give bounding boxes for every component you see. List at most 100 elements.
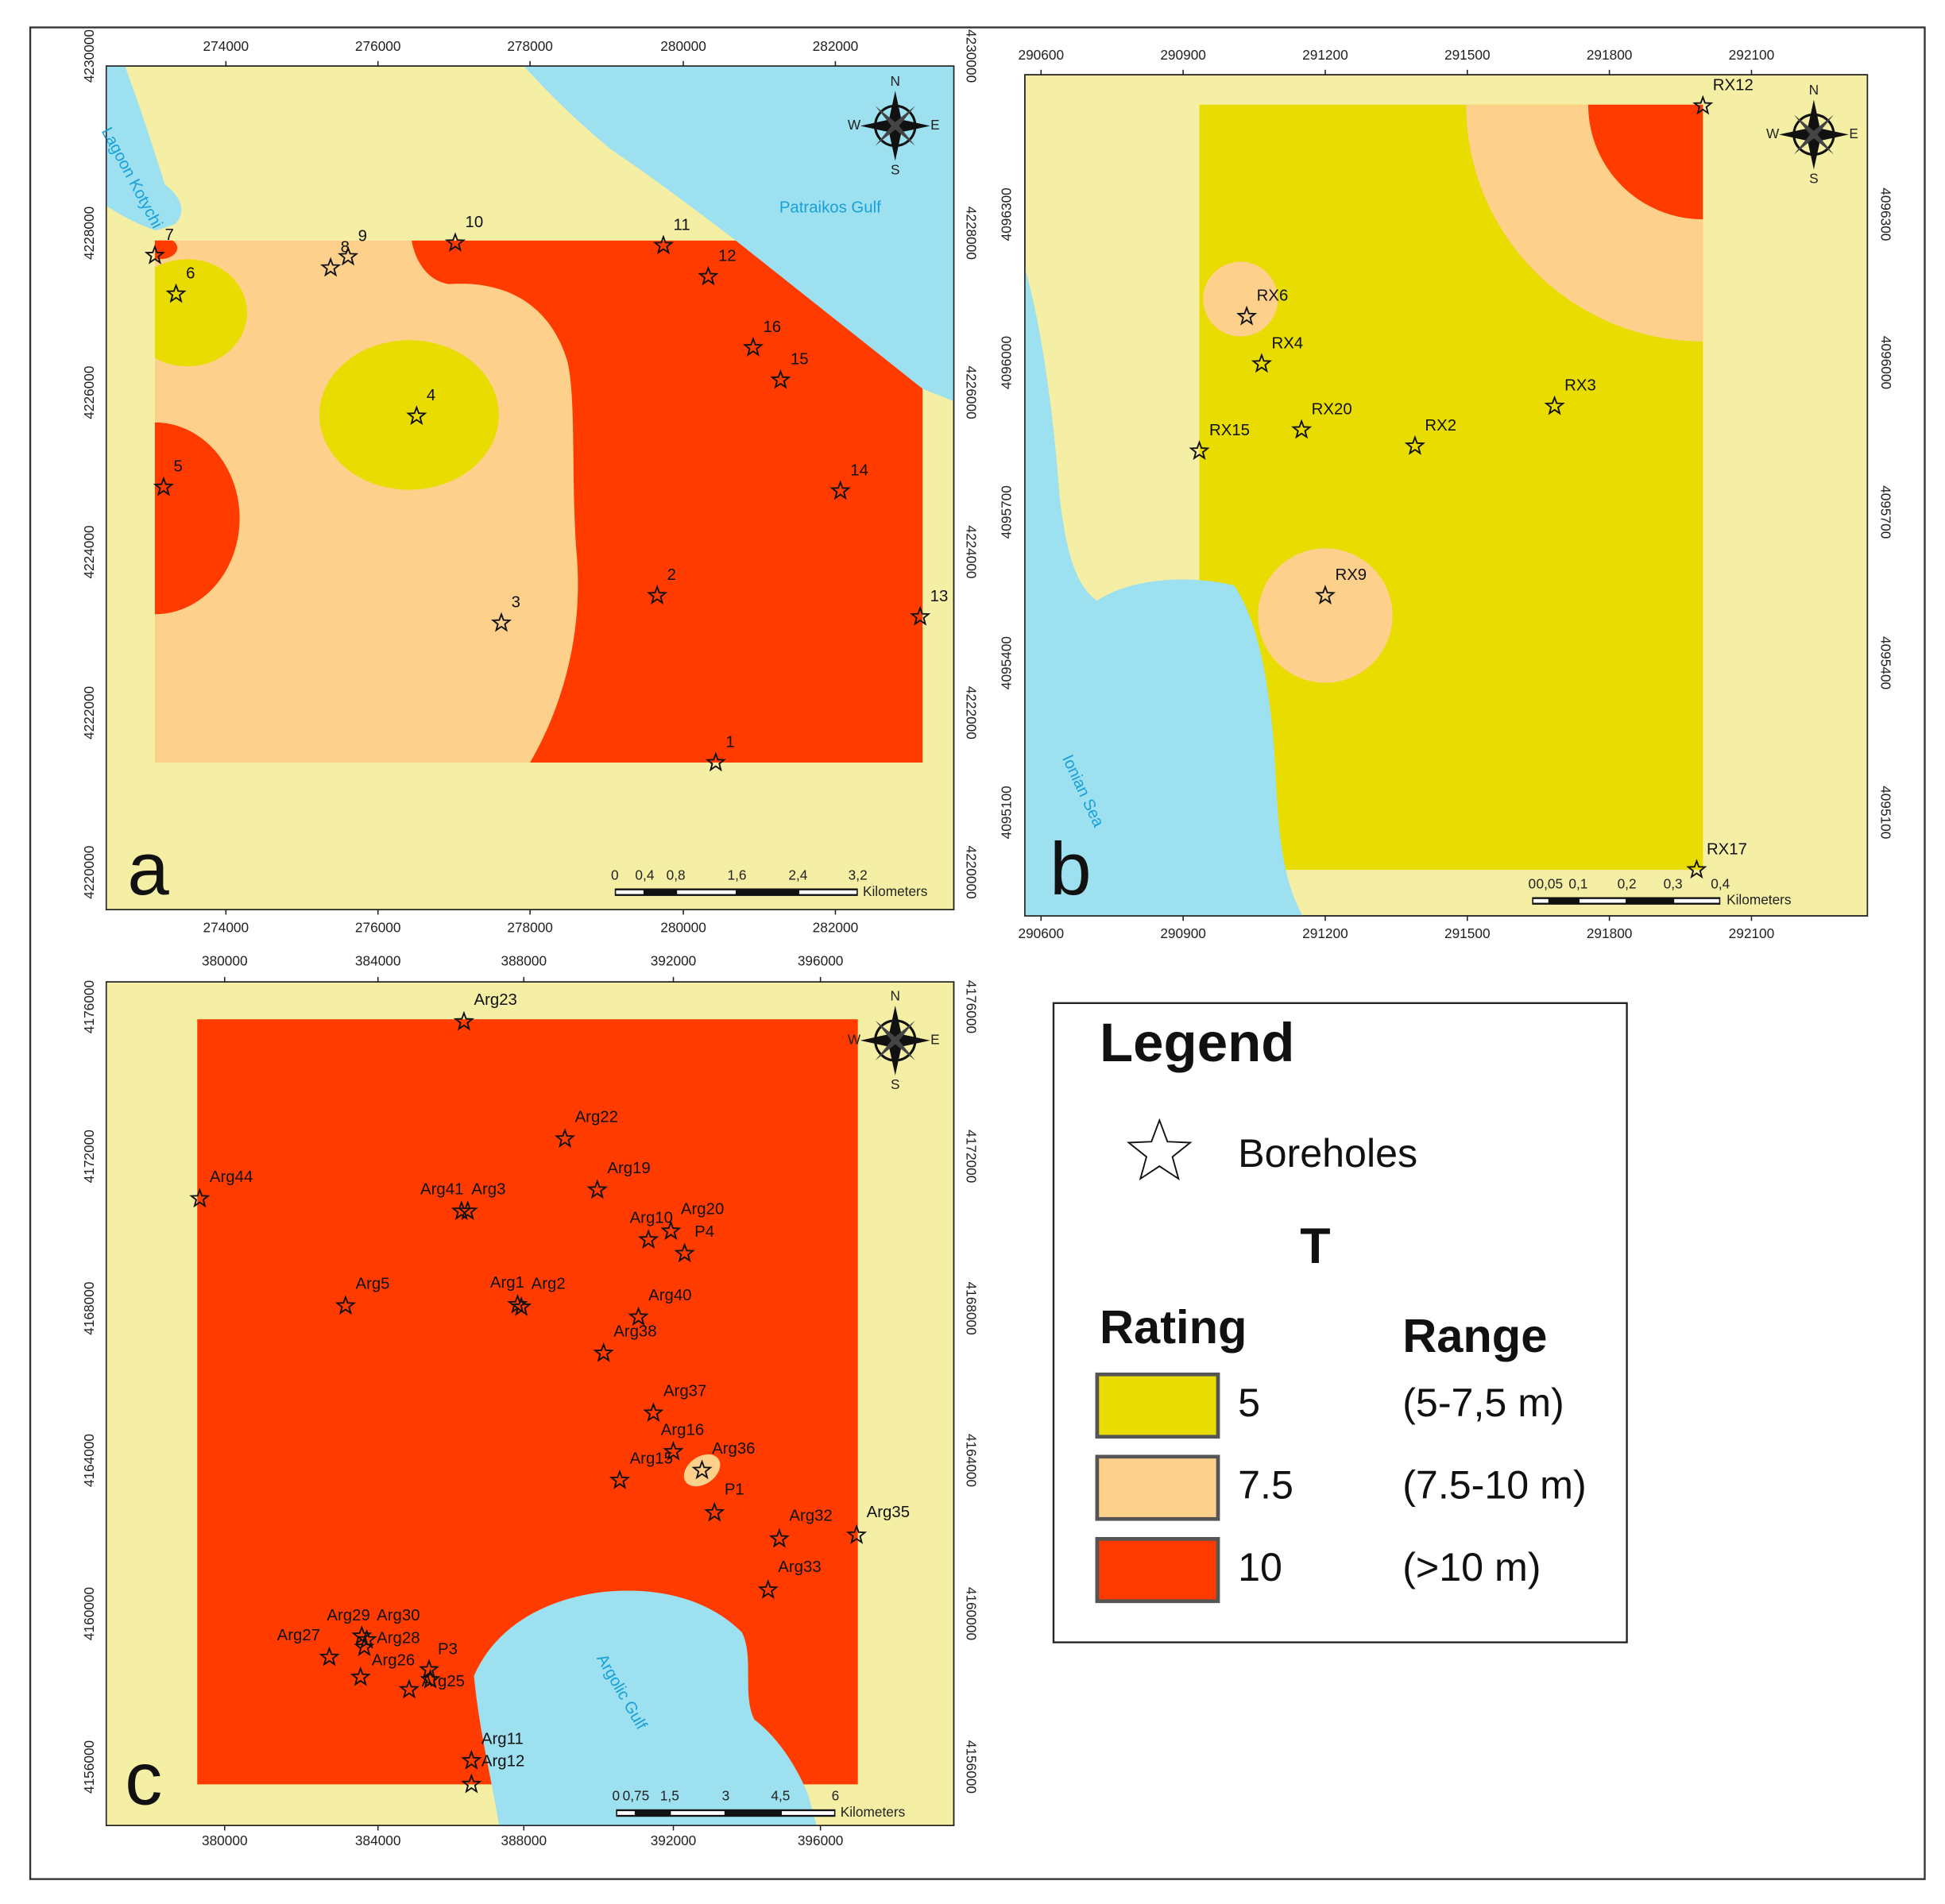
y-tick-label: 4172000	[963, 1130, 979, 1183]
legend-swatch	[1095, 1372, 1220, 1439]
panel-letter: a	[127, 827, 169, 910]
borehole-label: Arg40	[648, 1287, 691, 1304]
compass: N S E W	[848, 988, 940, 1092]
scale-bar	[1532, 897, 1721, 905]
x-tick-label: 380000	[202, 953, 248, 969]
y-tick-label: 4230000	[81, 29, 97, 83]
legend-rating: 7.5	[1238, 1462, 1293, 1507]
y-tick-label: 4095400	[1878, 636, 1894, 689]
y-tick-label: 4095100	[1878, 786, 1894, 839]
legend-range: (>10 m)	[1402, 1545, 1541, 1589]
compass-letter: E	[930, 1031, 940, 1047]
place-label: Patraikos Gulf	[779, 199, 881, 216]
borehole-label: Arg25	[422, 1673, 465, 1690]
y-tick-label: 4224000	[81, 525, 97, 578]
compass-letter: N	[891, 988, 900, 1004]
borehole-label: Arg3	[471, 1181, 505, 1199]
x-tick-label: 290900	[1160, 925, 1206, 941]
borehole	[704, 1501, 725, 1522]
legend-rating: 5	[1238, 1381, 1260, 1425]
x-tick-label: 291500	[1444, 47, 1491, 63]
y-tick-label: 4095100	[998, 786, 1014, 839]
x-tick-label: 282000	[813, 919, 859, 935]
map-panel: 290600 290600 290900 290900 291200 291200 2915…	[998, 47, 1894, 941]
scale-label: 0,4	[635, 867, 654, 882]
borehole-label: 15	[791, 351, 809, 369]
y-tick-label: 4095400	[998, 636, 1014, 689]
outer-border	[29, 26, 1926, 1880]
borehole-label: P3	[438, 1640, 458, 1658]
scale-bar	[616, 1809, 836, 1817]
map-content	[1024, 104, 1703, 917]
y-tick-label: 4095700	[998, 485, 1014, 539]
borehole	[450, 1200, 472, 1220]
borehole	[189, 1188, 211, 1208]
compass-letter: W	[848, 117, 861, 133]
x-tick-label: 291200	[1302, 47, 1348, 63]
y-tick-label: 4222000	[963, 686, 979, 740]
compass-letter: E	[1849, 126, 1858, 141]
borehole-label: 14	[850, 462, 868, 479]
scale-segment	[1579, 898, 1626, 903]
borehole	[768, 1527, 790, 1548]
x-tick-label: 292100	[1729, 925, 1775, 941]
borehole	[705, 751, 726, 772]
y-tick-label: 4164000	[963, 1434, 979, 1487]
compass-letter: N	[1809, 82, 1819, 98]
map-panel: 2740002740002760002760002780002780002800…	[81, 29, 979, 935]
borehole-label: Arg10	[630, 1210, 673, 1227]
borehole-label: 3	[512, 594, 520, 612]
legend-rating: 10	[1238, 1545, 1282, 1589]
scale-label: 1,6	[728, 867, 747, 882]
borehole-label: 2	[667, 566, 676, 584]
zones	[154, 240, 923, 763]
y-tick-label: 4168000	[963, 1282, 979, 1335]
map-panel: 380000 380000 384000 384000 388000 388000 3920…	[81, 953, 979, 1849]
x-tick-label: 276000	[355, 919, 401, 935]
borehole	[461, 1749, 482, 1770]
scale-segment	[1674, 898, 1719, 903]
y-tick-label: 4164000	[81, 1434, 97, 1487]
compass-letter: W	[1766, 126, 1780, 141]
borehole	[1692, 95, 1714, 115]
borehole	[1291, 419, 1313, 439]
x-tick-label: 291500	[1444, 925, 1491, 941]
borehole	[829, 480, 851, 500]
y-tick-label: 4160000	[81, 1587, 97, 1640]
borehole-label: Arg19	[607, 1160, 650, 1177]
scale-segment	[781, 1811, 834, 1815]
borehole	[910, 605, 931, 626]
x-tick-label: 292100	[1729, 47, 1775, 63]
scale-label: 6	[832, 1788, 840, 1804]
scale-unit: Kilometers	[863, 883, 927, 899]
borehole	[660, 1220, 682, 1241]
scale-label: 1,5	[660, 1788, 679, 1804]
borehole-label: Arg11	[481, 1730, 524, 1748]
borehole-label: Arg38	[613, 1323, 656, 1340]
borehole	[153, 476, 174, 496]
borehole-label: RX4	[1271, 334, 1303, 352]
y-tick-label: 4224000	[963, 525, 979, 578]
borehole-label: 11	[674, 216, 690, 234]
borehole	[398, 1678, 420, 1699]
borehole-label: Arg15	[630, 1450, 673, 1467]
y-tick-label: 4172000	[81, 1130, 97, 1183]
legend-box	[1052, 1002, 1628, 1643]
y-tick-label: 4226000	[81, 366, 97, 419]
y-tick-label: 4096000	[998, 336, 1014, 389]
borehole-label: Arg22	[575, 1109, 618, 1126]
x-tick-label: 278000	[507, 38, 553, 54]
sea	[524, 66, 954, 402]
borehole-label: Arg20	[681, 1201, 724, 1218]
borehole-label: Arg23	[474, 991, 517, 1009]
compass-letter: S	[891, 161, 900, 177]
borehole-label: RX20	[1312, 400, 1352, 418]
borehole	[1686, 859, 1707, 879]
borehole	[457, 1200, 478, 1220]
x-tick-label: 276000	[355, 38, 401, 54]
borehole-label: 7	[164, 226, 173, 244]
borehole	[453, 1010, 475, 1031]
x-tick-label: 291800	[1587, 925, 1633, 941]
borehole-label: 13	[930, 588, 949, 605]
borehole-label: RX15	[1209, 422, 1250, 439]
